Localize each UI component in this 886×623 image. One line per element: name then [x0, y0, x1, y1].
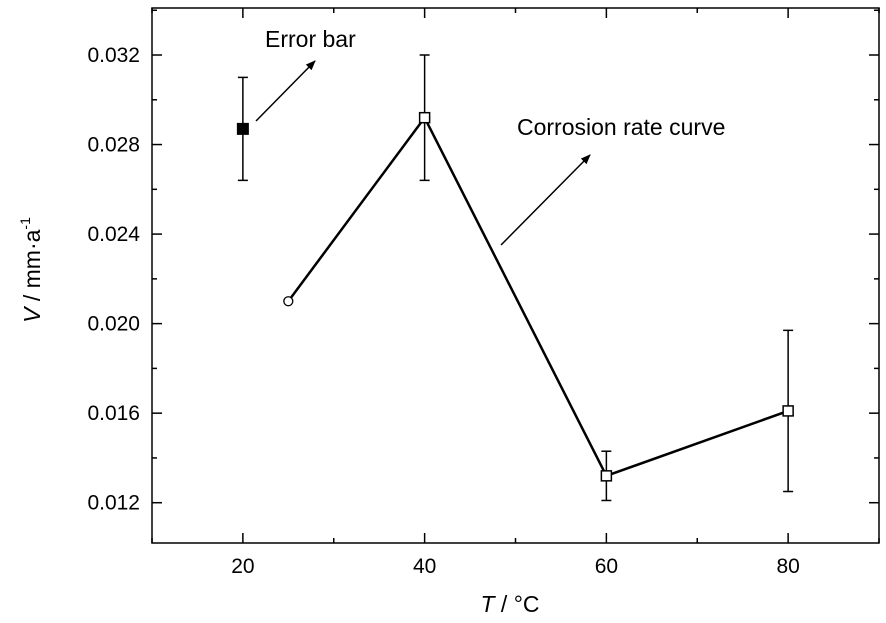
error-bar-annotation: Error bar — [265, 26, 356, 52]
y-tick-label: 0.016 — [87, 402, 140, 425]
data-point-square — [418, 111, 431, 124]
error-bar-arrow — [255, 60, 316, 122]
y-tick-label: 0.028 — [87, 134, 140, 157]
corrosion-rate-line — [287, 115, 789, 478]
y-tick-label: 0.020 — [87, 313, 140, 336]
data-point-circle — [283, 296, 294, 307]
x-tick-label: 60 — [595, 555, 618, 578]
x-tick-label: 20 — [231, 555, 254, 578]
curve-arrow — [500, 154, 591, 246]
y-tick-label: 0.024 — [87, 223, 140, 246]
y-axis-title: V / mm·a-1 — [17, 217, 45, 323]
axis-ticks — [151, 8, 880, 543]
series-layer — [283, 54, 794, 502]
y-tick-label: 0.032 — [87, 44, 140, 67]
axis-tick-labels: 20 40 60 80 0.012 0.016 0.020 0.024 0.028 0.032 — [87, 44, 799, 578]
x-tick-label: 80 — [776, 555, 799, 578]
curve-annotation: Corrosion rate curve — [517, 114, 725, 140]
x-tick-label: 40 — [413, 555, 436, 578]
annotation-layer: Error bar Corrosion rate curve — [236, 26, 725, 246]
data-point-square — [600, 470, 613, 482]
data-point-square — [782, 405, 794, 417]
plot-frame — [151, 7, 880, 544]
x-axis-title: T / °C — [480, 591, 539, 617]
y-tick-label: 0.012 — [87, 492, 140, 515]
sample-point-filled-square — [236, 122, 249, 135]
